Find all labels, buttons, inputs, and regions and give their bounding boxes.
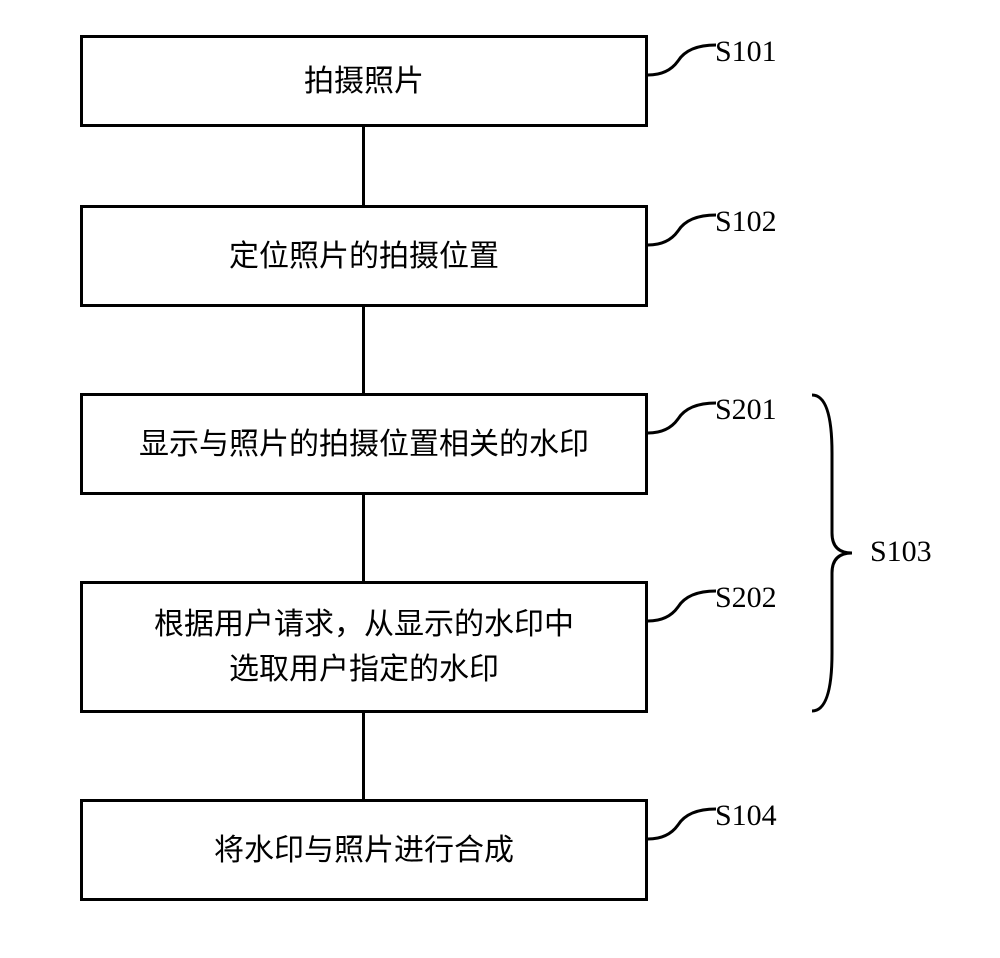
group-brace-s103 — [810, 393, 860, 713]
flow-box-s104: 将水印与照片进行合成 — [80, 799, 648, 901]
box-text-s101: 拍摄照片 — [294, 59, 434, 104]
step-label-s201: S201 — [715, 393, 777, 427]
step-label-s202: S202 — [715, 581, 777, 615]
step-label-s102: S102 — [715, 205, 777, 239]
label-tick-s104 — [648, 805, 718, 845]
flow-box-s101: 拍摄照片 — [80, 35, 648, 127]
connector-2-3 — [362, 307, 365, 393]
step-label-s103: S103 — [870, 535, 932, 569]
label-tick-s202 — [648, 587, 718, 627]
box-text-s201: 显示与照片的拍摄位置相关的水印 — [129, 422, 599, 467]
flow-box-s102: 定位照片的拍摄位置 — [80, 205, 648, 307]
box-text-s104: 将水印与照片进行合成 — [204, 828, 524, 873]
label-tick-s201 — [648, 399, 718, 439]
connector-1-2 — [362, 127, 365, 205]
connector-4-5 — [362, 713, 365, 799]
connector-3-4 — [362, 495, 365, 581]
label-tick-s101 — [648, 41, 718, 81]
flow-box-s202: 根据用户请求，从显示的水印中 选取用户指定的水印 — [80, 581, 648, 713]
flow-box-s201: 显示与照片的拍摄位置相关的水印 — [80, 393, 648, 495]
box-text-s202: 根据用户请求，从显示的水印中 选取用户指定的水印 — [144, 602, 584, 692]
label-tick-s102 — [648, 211, 718, 251]
box-text-s102: 定位照片的拍摄位置 — [219, 234, 509, 279]
step-label-s101: S101 — [715, 35, 777, 69]
step-label-s104: S104 — [715, 799, 777, 833]
